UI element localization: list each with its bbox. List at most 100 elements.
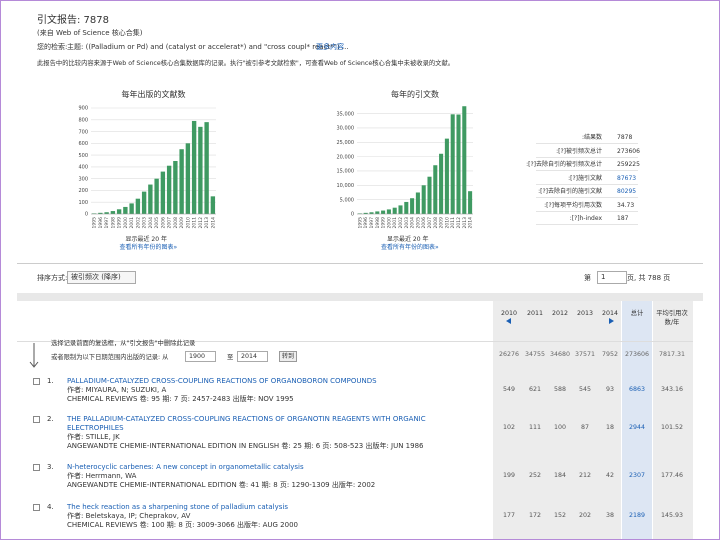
x-tick-label: 2002 bbox=[398, 217, 404, 229]
more-link[interactable]: 更多内容 bbox=[316, 43, 344, 51]
chart-link[interactable]: 查看所有年份的图表» bbox=[119, 244, 178, 251]
x-tick-label: 2009 bbox=[179, 217, 185, 229]
count-cell[interactable]: 2307 bbox=[628, 472, 646, 479]
stat-rule bbox=[536, 156, 638, 158]
total-column-bg bbox=[622, 301, 652, 539]
bar bbox=[173, 161, 178, 214]
x-tick-label: 2009 bbox=[439, 217, 445, 229]
checkbox[interactable] bbox=[33, 416, 40, 423]
prev-years[interactable] bbox=[506, 318, 511, 324]
stat-label: 被引频次总计[?]: bbox=[556, 147, 602, 155]
x-tick-label: 2012 bbox=[456, 217, 462, 229]
count-cell: 172 bbox=[528, 512, 542, 519]
count-cell: 145.93 bbox=[660, 512, 684, 519]
record-index: 1. bbox=[47, 377, 54, 385]
record-title[interactable]: The heck reaction as a sharpening stone … bbox=[67, 503, 288, 511]
count-cell: 199 bbox=[502, 472, 516, 479]
y-tick-label: 0 bbox=[351, 212, 354, 218]
stat-label: 去除自引的被引频次总计[?]: bbox=[526, 161, 602, 168]
x-tick-label: 2010 bbox=[185, 217, 191, 229]
bar bbox=[381, 210, 386, 214]
record-title[interactable]: THE PALLADIUM-CATALYZED CROSS-COUPLING R… bbox=[67, 415, 426, 432]
x-tick-label: 2000 bbox=[386, 217, 392, 229]
count-cell: 18 bbox=[605, 424, 614, 431]
bar bbox=[433, 165, 438, 214]
count-cell: 588 bbox=[553, 386, 567, 393]
x-tick-label: 1996 bbox=[363, 217, 369, 229]
range-from[interactable]: 1900 bbox=[185, 351, 217, 362]
bar bbox=[375, 211, 380, 214]
x-tick-label: 2012 bbox=[198, 217, 204, 229]
bar bbox=[398, 205, 403, 214]
sort-label: 排序方式: bbox=[37, 274, 68, 282]
record-index: 3. bbox=[47, 463, 54, 471]
stat-rule bbox=[536, 143, 638, 144]
bar bbox=[210, 196, 216, 214]
x-tick-label: 2011 bbox=[450, 217, 456, 229]
stat-rule bbox=[536, 170, 638, 171]
count-cell[interactable]: 2189 bbox=[628, 512, 646, 519]
stat-value: 7878 bbox=[617, 134, 633, 141]
record-title[interactable]: PALLADIUM-CATALYZED CROSS-COUPLING REACT… bbox=[67, 377, 377, 385]
chart-title: 每年出版的文献数 bbox=[122, 89, 186, 99]
x-tick-label: 2013 bbox=[204, 217, 210, 229]
stat-label: 去除自引的施引文献[?]: bbox=[538, 188, 602, 195]
y-tick-label: 30,000 bbox=[337, 126, 355, 132]
stat-label: h-index[?]: bbox=[569, 215, 602, 222]
page-input[interactable]: 1 bbox=[597, 271, 627, 284]
bar bbox=[415, 192, 420, 214]
column-header: 2010 bbox=[500, 310, 518, 317]
x-tick-label: 1995 bbox=[357, 217, 363, 229]
stat-label: 每项平均引用次数[?]: bbox=[544, 201, 602, 209]
x-tick-label: 2014 bbox=[468, 217, 474, 229]
count-cell: 101.52 bbox=[660, 424, 684, 431]
record-source: ANGEWANDTE CHEMIE-INTERNATIONAL EDITION … bbox=[67, 442, 424, 450]
page-after: 页, 共 788 页 bbox=[627, 274, 671, 282]
count-cell[interactable]: 6863 bbox=[628, 386, 646, 393]
checkbox[interactable] bbox=[33, 378, 40, 385]
query: 主题: ((Palladium or Pd) and (catalyst or … bbox=[67, 43, 349, 51]
sort-select[interactable]: 被引频次 (降序) bbox=[67, 271, 136, 284]
count-cell[interactable]: 2944 bbox=[628, 424, 646, 431]
y-tick-label: 400 bbox=[78, 165, 88, 171]
count-cell: 212 bbox=[578, 472, 592, 479]
count-cell: 87 bbox=[580, 424, 589, 431]
y-tick-label: 20,000 bbox=[337, 154, 355, 160]
stat-rule bbox=[536, 197, 638, 198]
go-button[interactable]: 转到 bbox=[279, 351, 298, 362]
x-tick-label: 2006 bbox=[160, 217, 166, 229]
total-cell: 7817.31 bbox=[658, 351, 686, 358]
x-tick-label: 2011 bbox=[192, 217, 198, 229]
x-tick-label: 1995 bbox=[92, 217, 98, 229]
x-tick-label: 2003 bbox=[404, 217, 410, 229]
instruction: 选择记录前面的复选框，从"引文报告"中删除此记录 bbox=[51, 340, 196, 347]
y-tick-label: 600 bbox=[78, 141, 88, 147]
next-years[interactable] bbox=[609, 318, 614, 324]
range-to[interactable]: 2014 bbox=[237, 351, 269, 362]
count-cell: 100 bbox=[553, 424, 567, 431]
record-authors: 作者: MIYAURA, N; SUZUKI, A bbox=[67, 386, 167, 394]
column-header: 总计 bbox=[630, 310, 644, 317]
column-header: 平均引用次数/年 bbox=[656, 310, 688, 326]
checkbox[interactable] bbox=[33, 504, 40, 511]
bar bbox=[450, 114, 455, 214]
bar bbox=[154, 178, 159, 214]
count-cell: 152 bbox=[553, 512, 567, 519]
chart-link[interactable]: 查看所有年份的图表» bbox=[381, 244, 439, 251]
checkbox[interactable] bbox=[33, 464, 40, 471]
record-authors: 作者: Beletskaya, IP; Cheprakov, AV bbox=[67, 512, 191, 520]
year-columns-bg bbox=[493, 301, 621, 539]
query-label: 您的检索: bbox=[37, 43, 68, 51]
column-header: 2011 bbox=[526, 310, 544, 317]
bar bbox=[439, 153, 444, 214]
x-tick-label: 2002 bbox=[135, 217, 141, 229]
record-title[interactable]: N-heterocyclic carbenes: A new concept i… bbox=[67, 463, 304, 471]
column-header: 2013 bbox=[576, 310, 594, 317]
total-cell: 273606 bbox=[624, 351, 650, 358]
source: (来自 Web of Science 核心合集) bbox=[37, 29, 143, 37]
record-source: ANGEWANDTE CHEMIE-INTERNATIONAL EDITION … bbox=[67, 481, 376, 489]
x-tick-label: 1996 bbox=[98, 217, 104, 229]
bar bbox=[191, 120, 197, 214]
x-tick-label: 2005 bbox=[415, 217, 421, 229]
stat-value: 34.73 bbox=[617, 201, 635, 209]
